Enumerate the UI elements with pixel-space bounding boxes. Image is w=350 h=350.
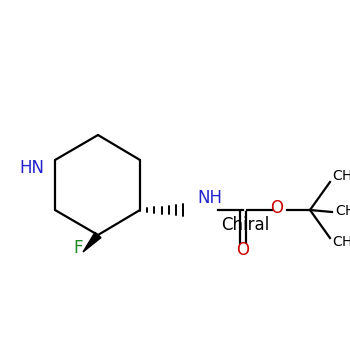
Text: CH$_3$: CH$_3$ [335,204,350,220]
Text: F: F [73,239,83,257]
Text: CH$_3$: CH$_3$ [332,169,350,185]
Text: O: O [237,241,250,259]
Text: HN: HN [20,159,44,177]
Text: CH$_3$: CH$_3$ [332,235,350,251]
Polygon shape [83,232,101,252]
Text: NH: NH [197,189,222,207]
Text: O: O [271,199,284,217]
Text: Chiral: Chiral [221,216,269,234]
